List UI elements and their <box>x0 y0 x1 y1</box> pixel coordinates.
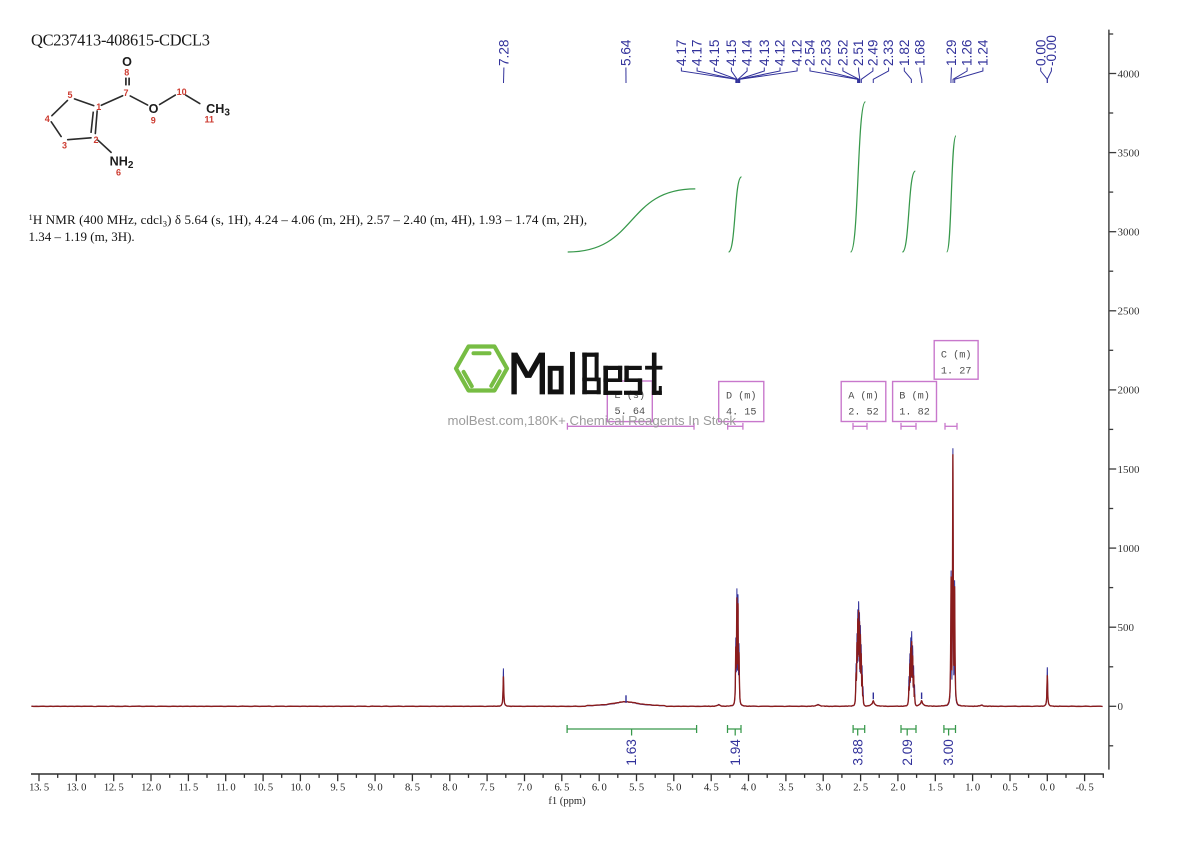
svg-text:5. 0: 5. 0 <box>666 783 681 794</box>
svg-text:4.17: 4.17 <box>690 40 705 66</box>
svg-text:QC237413-408615-CDCL3: QC237413-408615-CDCL3 <box>31 31 210 50</box>
svg-text:f1 (ppm): f1 (ppm) <box>548 796 586 807</box>
svg-text:8. 0: 8. 0 <box>442 783 457 794</box>
svg-text:11. 5: 11. 5 <box>179 783 198 794</box>
svg-text:1. 82: 1. 82 <box>899 408 930 419</box>
svg-text:1: 1 <box>96 102 101 112</box>
svg-text:6. 5: 6. 5 <box>554 783 569 794</box>
svg-text:4.17: 4.17 <box>674 40 689 66</box>
svg-text:2.49: 2.49 <box>866 40 881 66</box>
svg-text:3.00: 3.00 <box>941 739 956 766</box>
svg-text:1.26: 1.26 <box>960 40 975 66</box>
svg-text:5. 5: 5. 5 <box>629 783 644 794</box>
svg-text:2. 5: 2. 5 <box>853 783 868 794</box>
svg-text:5.64: 5.64 <box>619 39 634 66</box>
svg-text:3.88: 3.88 <box>850 739 865 765</box>
svg-text:molBest.com,180K+ Chemical Rea: molBest.com,180K+ Chemical Reagents In S… <box>448 413 737 428</box>
svg-text:3000: 3000 <box>1118 227 1141 239</box>
svg-text:0. 5: 0. 5 <box>1003 783 1018 794</box>
svg-text:4.15: 4.15 <box>724 40 739 66</box>
svg-text:8. 5: 8. 5 <box>405 783 420 794</box>
svg-text:2. 52: 2. 52 <box>848 408 879 419</box>
svg-text:2.54: 2.54 <box>803 39 818 66</box>
svg-text:4. 5: 4. 5 <box>704 783 719 794</box>
svg-text:2500: 2500 <box>1118 306 1141 318</box>
svg-text:5: 5 <box>67 90 72 100</box>
svg-text:2.09: 2.09 <box>900 739 915 765</box>
svg-text:4.12: 4.12 <box>773 40 788 66</box>
svg-text:13. 0: 13. 0 <box>66 783 86 794</box>
svg-text:3. 5: 3. 5 <box>779 783 794 794</box>
svg-text:-0.00: -0.00 <box>1044 35 1059 66</box>
svg-text:4.13: 4.13 <box>757 40 772 66</box>
svg-text:0: 0 <box>1118 701 1124 713</box>
svg-text:9. 5: 9. 5 <box>330 783 345 794</box>
svg-text:2.53: 2.53 <box>818 40 833 66</box>
svg-text:-0. 5: -0. 5 <box>1076 783 1094 794</box>
svg-text:D (m): D (m) <box>726 391 757 403</box>
svg-text:9: 9 <box>151 116 156 126</box>
svg-text:1H NMR (400 MHz, cdcl3) δ 5.64: 1H NMR (400 MHz, cdcl3) δ 5.64 (s, 1H), … <box>29 212 588 229</box>
svg-text:C (m): C (m) <box>941 350 972 362</box>
svg-text:11: 11 <box>205 115 215 125</box>
svg-text:4. 0: 4. 0 <box>741 783 756 794</box>
svg-text:1.82: 1.82 <box>897 40 912 66</box>
svg-text:A (m): A (m) <box>848 391 879 403</box>
svg-text:1.94: 1.94 <box>728 739 743 766</box>
svg-text:7. 0: 7. 0 <box>517 783 532 794</box>
svg-text:10. 0: 10. 0 <box>291 783 311 794</box>
svg-text:10: 10 <box>177 87 187 97</box>
svg-text:1.24: 1.24 <box>976 39 991 66</box>
svg-text:1500: 1500 <box>1118 464 1141 476</box>
svg-text:7: 7 <box>123 88 128 98</box>
svg-text:2: 2 <box>93 135 98 145</box>
svg-text:4.14: 4.14 <box>740 39 755 66</box>
svg-text:O: O <box>149 102 159 116</box>
svg-text:2000: 2000 <box>1118 385 1141 397</box>
svg-text:7.28: 7.28 <box>497 40 512 66</box>
svg-text:2.51: 2.51 <box>851 40 866 66</box>
svg-text:2. 0: 2. 0 <box>891 783 906 794</box>
svg-text:1.68: 1.68 <box>913 40 928 66</box>
svg-text:1.29: 1.29 <box>944 40 959 66</box>
svg-text:4: 4 <box>45 114 50 124</box>
svg-text:B (m): B (m) <box>899 391 930 403</box>
svg-text:3: 3 <box>62 141 67 151</box>
svg-text:0. 0: 0. 0 <box>1040 783 1055 794</box>
svg-text:1. 27: 1. 27 <box>941 367 972 378</box>
svg-text:3500: 3500 <box>1118 147 1141 159</box>
svg-text:12. 0: 12. 0 <box>141 783 161 794</box>
svg-text:11. 0: 11. 0 <box>216 783 235 794</box>
svg-text:9. 0: 9. 0 <box>368 783 383 794</box>
svg-text:1.34 – 1.19 (m, 3H).: 1.34 – 1.19 (m, 3H). <box>29 229 135 244</box>
svg-text:2.52: 2.52 <box>836 40 851 66</box>
svg-text:7. 5: 7. 5 <box>480 783 495 794</box>
svg-text:2.33: 2.33 <box>881 40 896 66</box>
svg-text:10. 5: 10. 5 <box>253 783 273 794</box>
svg-text:1000: 1000 <box>1118 543 1141 555</box>
svg-text:500: 500 <box>1118 622 1135 634</box>
svg-text:1. 0: 1. 0 <box>965 783 980 794</box>
svg-text:4000: 4000 <box>1118 68 1141 80</box>
svg-text:1. 5: 1. 5 <box>928 783 943 794</box>
svg-text:12. 5: 12. 5 <box>104 783 124 794</box>
svg-text:13. 5: 13. 5 <box>29 783 49 794</box>
svg-text:8: 8 <box>124 68 129 78</box>
svg-text:6. 0: 6. 0 <box>592 783 607 794</box>
svg-text:4.15: 4.15 <box>707 40 722 66</box>
svg-text:3. 0: 3. 0 <box>816 783 831 794</box>
svg-text:6: 6 <box>116 168 121 178</box>
svg-text:1.63: 1.63 <box>624 739 639 765</box>
